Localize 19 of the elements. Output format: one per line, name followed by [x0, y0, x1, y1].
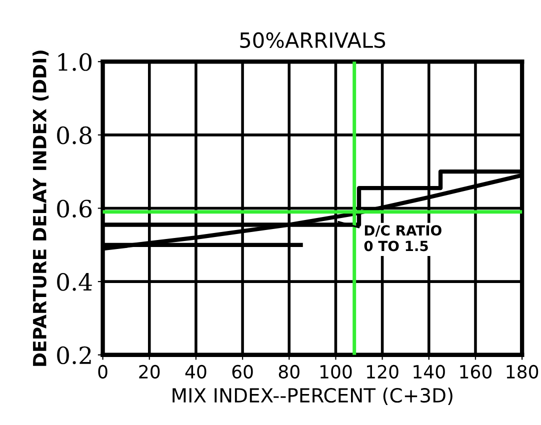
x-axis-title: MIX INDEX--PERCENT (C+3D) — [172, 388, 452, 405]
y-tick-label: 0.4 — [57, 273, 92, 291]
y-axis-title: DEPARTURE DELAY INDEX (DDI) — [32, 50, 49, 366]
x-tick-label: 40 — [185, 364, 206, 379]
x-tick-label: 60 — [232, 364, 253, 379]
annotation: D/C RATIO 0 TO 1.5 — [364, 225, 442, 252]
y-tick-label: 0.8 — [57, 126, 92, 144]
x-tick-label: 20 — [139, 364, 160, 379]
x-tick-label: 180 — [506, 364, 538, 379]
x-tick-label: 160 — [460, 364, 492, 379]
y-tick-label: 0.6 — [57, 200, 92, 218]
x-tick-label: 140 — [414, 364, 445, 379]
x-tick-label: 100 — [320, 364, 352, 379]
chart-title: 50%ARRIVALS — [240, 32, 386, 48]
x-tick-label: 80 — [278, 364, 300, 379]
y-tick-label: 1.0 — [58, 53, 92, 71]
x-tick-label: 120 — [367, 364, 398, 379]
y-tick-label: 0.2 — [57, 346, 91, 364]
x-tick-label: 0 — [98, 364, 108, 379]
